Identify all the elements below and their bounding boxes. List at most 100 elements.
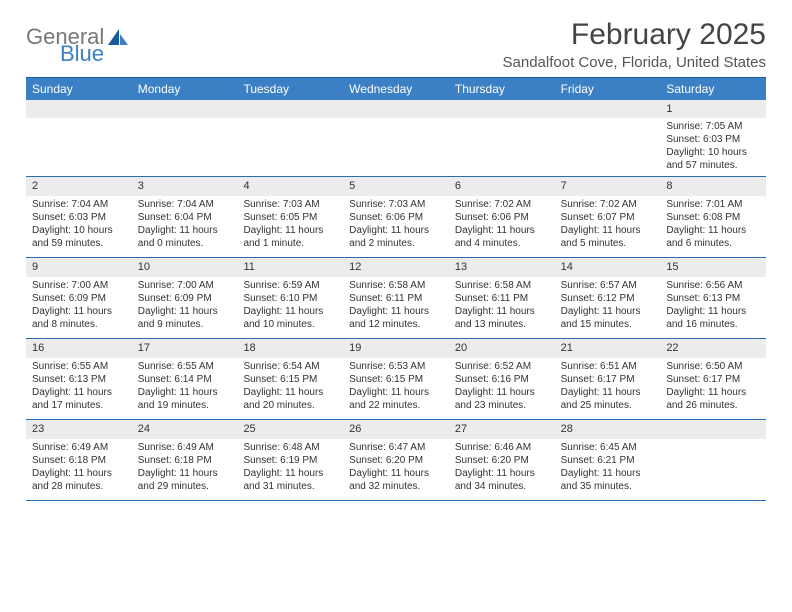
daylight-text: Daylight: 11 hours: [349, 305, 443, 318]
day-header-row: SundayMondayTuesdayWednesdayThursdayFrid…: [26, 78, 766, 100]
week-row: 16Sunrise: 6:55 AMSunset: 6:13 PMDayligh…: [26, 339, 766, 420]
sunrise-text: Sunrise: 6:49 AM: [138, 441, 232, 454]
day-cell: [449, 100, 555, 176]
sunrise-text: Sunrise: 7:02 AM: [561, 198, 655, 211]
daylight-text: and 22 minutes.: [349, 399, 443, 412]
daylight-text: Daylight: 11 hours: [561, 386, 655, 399]
day-number: 15: [660, 258, 766, 276]
day-cell: [555, 100, 661, 176]
daylight-text: and 5 minutes.: [561, 237, 655, 250]
day-cell: 21Sunrise: 6:51 AMSunset: 6:17 PMDayligh…: [555, 339, 661, 419]
day-cell: 7Sunrise: 7:02 AMSunset: 6:07 PMDaylight…: [555, 177, 661, 257]
day-header-cell: Friday: [555, 78, 661, 100]
day-number-empty: [132, 100, 238, 118]
daylight-text: Daylight: 11 hours: [455, 305, 549, 318]
sunset-text: Sunset: 6:18 PM: [32, 454, 126, 467]
day-number: 17: [132, 339, 238, 357]
daylight-text: and 35 minutes.: [561, 480, 655, 493]
daylight-text: and 6 minutes.: [666, 237, 760, 250]
day-content: Sunrise: 6:52 AMSunset: 6:16 PMDaylight:…: [449, 358, 555, 416]
sunset-text: Sunset: 6:18 PM: [138, 454, 232, 467]
day-number: 26: [343, 420, 449, 438]
sunset-text: Sunset: 6:13 PM: [666, 292, 760, 305]
daylight-text: and 57 minutes.: [666, 159, 760, 172]
day-content: Sunrise: 6:58 AMSunset: 6:11 PMDaylight:…: [343, 277, 449, 335]
daylight-text: and 12 minutes.: [349, 318, 443, 331]
day-content: Sunrise: 7:04 AMSunset: 6:04 PMDaylight:…: [132, 196, 238, 254]
daylight-text: and 20 minutes.: [243, 399, 337, 412]
day-header-cell: Monday: [132, 78, 238, 100]
sunset-text: Sunset: 6:10 PM: [243, 292, 337, 305]
sunset-text: Sunset: 6:03 PM: [666, 133, 760, 146]
day-cell: 9Sunrise: 7:00 AMSunset: 6:09 PMDaylight…: [26, 258, 132, 338]
day-cell: [660, 420, 766, 500]
day-cell: 18Sunrise: 6:54 AMSunset: 6:15 PMDayligh…: [237, 339, 343, 419]
sunset-text: Sunset: 6:17 PM: [561, 373, 655, 386]
day-cell: 24Sunrise: 6:49 AMSunset: 6:18 PMDayligh…: [132, 420, 238, 500]
day-number: 16: [26, 339, 132, 357]
daylight-text: and 1 minute.: [243, 237, 337, 250]
sunset-text: Sunset: 6:21 PM: [561, 454, 655, 467]
sunrise-text: Sunrise: 6:59 AM: [243, 279, 337, 292]
sunset-text: Sunset: 6:05 PM: [243, 211, 337, 224]
day-number: 5: [343, 177, 449, 195]
daylight-text: and 29 minutes.: [138, 480, 232, 493]
daylight-text: and 19 minutes.: [138, 399, 232, 412]
day-cell: 27Sunrise: 6:46 AMSunset: 6:20 PMDayligh…: [449, 420, 555, 500]
sunset-text: Sunset: 6:09 PM: [138, 292, 232, 305]
day-cell: 11Sunrise: 6:59 AMSunset: 6:10 PMDayligh…: [237, 258, 343, 338]
daylight-text: and 25 minutes.: [561, 399, 655, 412]
day-cell: 25Sunrise: 6:48 AMSunset: 6:19 PMDayligh…: [237, 420, 343, 500]
daylight-text: Daylight: 11 hours: [349, 224, 443, 237]
day-content: Sunrise: 6:51 AMSunset: 6:17 PMDaylight:…: [555, 358, 661, 416]
sunset-text: Sunset: 6:15 PM: [349, 373, 443, 386]
day-number: 28: [555, 420, 661, 438]
day-number: 19: [343, 339, 449, 357]
daylight-text: and 0 minutes.: [138, 237, 232, 250]
day-number: 25: [237, 420, 343, 438]
day-number: 12: [343, 258, 449, 276]
sunset-text: Sunset: 6:20 PM: [349, 454, 443, 467]
sunset-text: Sunset: 6:16 PM: [455, 373, 549, 386]
sunrise-text: Sunrise: 6:48 AM: [243, 441, 337, 454]
day-content: Sunrise: 7:00 AMSunset: 6:09 PMDaylight:…: [132, 277, 238, 335]
daylight-text: and 4 minutes.: [455, 237, 549, 250]
day-cell: [26, 100, 132, 176]
day-content: Sunrise: 7:04 AMSunset: 6:03 PMDaylight:…: [26, 196, 132, 254]
day-cell: 20Sunrise: 6:52 AMSunset: 6:16 PMDayligh…: [449, 339, 555, 419]
daylight-text: Daylight: 11 hours: [349, 467, 443, 480]
sunset-text: Sunset: 6:12 PM: [561, 292, 655, 305]
day-header-cell: Saturday: [660, 78, 766, 100]
daylight-text: and 9 minutes.: [138, 318, 232, 331]
day-content: Sunrise: 6:45 AMSunset: 6:21 PMDaylight:…: [555, 439, 661, 497]
daylight-text: Daylight: 11 hours: [243, 386, 337, 399]
day-content: Sunrise: 6:55 AMSunset: 6:13 PMDaylight:…: [26, 358, 132, 416]
sunrise-text: Sunrise: 6:51 AM: [561, 360, 655, 373]
daylight-text: Daylight: 11 hours: [455, 467, 549, 480]
day-content: Sunrise: 6:53 AMSunset: 6:15 PMDaylight:…: [343, 358, 449, 416]
sunset-text: Sunset: 6:06 PM: [455, 211, 549, 224]
daylight-text: Daylight: 11 hours: [561, 224, 655, 237]
day-content: Sunrise: 6:57 AMSunset: 6:12 PMDaylight:…: [555, 277, 661, 335]
sunrise-text: Sunrise: 6:45 AM: [561, 441, 655, 454]
day-cell: 26Sunrise: 6:47 AMSunset: 6:20 PMDayligh…: [343, 420, 449, 500]
day-content: Sunrise: 7:02 AMSunset: 6:06 PMDaylight:…: [449, 196, 555, 254]
day-cell: 12Sunrise: 6:58 AMSunset: 6:11 PMDayligh…: [343, 258, 449, 338]
sunset-text: Sunset: 6:04 PM: [138, 211, 232, 224]
sunrise-text: Sunrise: 6:49 AM: [32, 441, 126, 454]
day-number: 27: [449, 420, 555, 438]
daylight-text: Daylight: 11 hours: [32, 305, 126, 318]
day-cell: 2Sunrise: 7:04 AMSunset: 6:03 PMDaylight…: [26, 177, 132, 257]
sunset-text: Sunset: 6:11 PM: [349, 292, 443, 305]
day-number: 18: [237, 339, 343, 357]
sunrise-text: Sunrise: 7:00 AM: [32, 279, 126, 292]
sunrise-text: Sunrise: 7:05 AM: [666, 120, 760, 133]
day-content: Sunrise: 6:59 AMSunset: 6:10 PMDaylight:…: [237, 277, 343, 335]
day-content: Sunrise: 6:47 AMSunset: 6:20 PMDaylight:…: [343, 439, 449, 497]
sunrise-text: Sunrise: 6:58 AM: [455, 279, 549, 292]
day-content: Sunrise: 6:55 AMSunset: 6:14 PMDaylight:…: [132, 358, 238, 416]
daylight-text: and 32 minutes.: [349, 480, 443, 493]
calendar: SundayMondayTuesdayWednesdayThursdayFrid…: [26, 77, 766, 501]
day-cell: 19Sunrise: 6:53 AMSunset: 6:15 PMDayligh…: [343, 339, 449, 419]
daylight-text: Daylight: 10 hours: [666, 146, 760, 159]
